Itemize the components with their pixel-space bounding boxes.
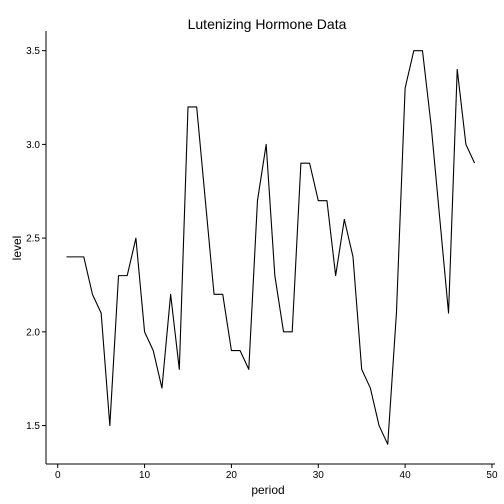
- chart-title: Lutenizing Hormone Data: [188, 16, 347, 32]
- x-tick-label: 30: [313, 470, 325, 481]
- y-axis-ticks: 1.5 2.0 2.5 3.0 3.5: [26, 46, 46, 432]
- y-tick-label: 3.5: [26, 46, 40, 57]
- x-axis-ticks: 0 10 20 30 40 50: [55, 464, 498, 481]
- x-tick-label: 20: [226, 470, 238, 481]
- x-tick-label: 50: [486, 470, 498, 481]
- series-line: [66, 50, 476, 445]
- x-tick-label: 10: [139, 470, 151, 481]
- y-axis-title: level: [10, 236, 24, 261]
- x-tick-label: 0: [55, 470, 61, 481]
- y-tick-label: 1.5: [26, 421, 40, 432]
- y-tick-label: 3.0: [26, 140, 40, 151]
- x-axis-title: period: [251, 483, 284, 497]
- y-tick-label: 2.5: [26, 234, 40, 245]
- x-tick-label: 40: [400, 470, 412, 481]
- y-tick-label: 2.0: [26, 327, 40, 338]
